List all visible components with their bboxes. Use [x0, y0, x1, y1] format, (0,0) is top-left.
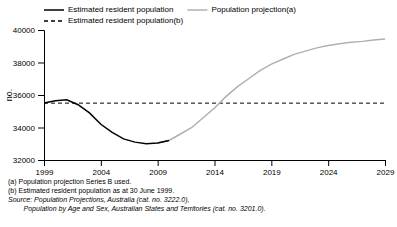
legend-item: Estimated resident population(b)	[44, 16, 184, 25]
x-tick-label: 2009	[149, 168, 167, 177]
legend: Estimated resident population Population …	[44, 5, 296, 25]
source-note: Source: Population Projections, Australi…	[8, 196, 190, 204]
y-tick: 38000	[13, 59, 44, 68]
legend-swatch	[44, 20, 64, 22]
y-tick-mark	[38, 160, 44, 161]
y-tick-label: 36000	[13, 91, 36, 100]
series-line	[158, 39, 385, 143]
series-line	[44, 100, 169, 144]
x-tick: 2014	[206, 160, 224, 177]
chart: 1999 2004 2009 2014 2019 2024 2029 32000 34000 36…	[0, 0, 397, 227]
y-tick: 36000	[13, 91, 44, 100]
x-tick-mark	[271, 160, 272, 166]
x-tick: 2009	[149, 160, 167, 177]
y-tick: 40000	[13, 26, 44, 35]
y-tick-label: 40000	[13, 26, 36, 35]
x-tick-mark	[328, 160, 329, 166]
x-tick: 2029	[377, 160, 395, 177]
y-tick-mark	[38, 95, 44, 96]
y-axis: 32000 34000 36000 38000 40000	[13, 26, 45, 165]
y-tick-mark	[38, 63, 44, 64]
y-axis-title: no.	[4, 89, 14, 102]
x-tick: 2019	[263, 160, 281, 177]
y-tick-label: 32000	[13, 156, 36, 165]
x-tick: 2004	[92, 160, 110, 177]
x-axis-line	[45, 161, 386, 167]
x-tick: 2024	[320, 160, 338, 177]
x-tick-label: 2014	[206, 168, 224, 177]
source-note: Population by Age and Sex, Australian St…	[8, 205, 266, 213]
y-tick: 34000	[13, 124, 44, 133]
plot-area	[44, 39, 385, 144]
footnote: (a) Population projection Series B used.	[8, 178, 131, 186]
x-tick-label: 2004	[92, 168, 110, 177]
legend-label: Estimated resident population(b)	[68, 16, 184, 25]
x-tick: 1999	[36, 160, 54, 177]
x-tick-mark	[385, 160, 386, 166]
x-axis: 1999 2004 2009 2014 2019 2024 2029	[36, 160, 395, 177]
footnote: (b) Estimated resident population as at …	[8, 187, 174, 195]
legend-swatch	[44, 9, 64, 11]
x-tick-mark	[101, 160, 102, 166]
x-tick-label: 2024	[320, 168, 338, 177]
y-tick-label: 38000	[13, 59, 36, 68]
y-tick-label: 34000	[13, 124, 36, 133]
legend-item: Estimated resident population	[44, 5, 173, 14]
x-tick-label: 2029	[377, 168, 395, 177]
legend-label: Estimated resident population	[68, 5, 173, 14]
legend-swatch	[187, 9, 207, 11]
legend-item: Population projection(a)	[187, 5, 296, 14]
y-tick-mark	[38, 128, 44, 129]
legend-label: Population projection(a)	[211, 5, 296, 14]
y-axis-line	[38, 31, 45, 161]
x-tick-mark	[158, 160, 159, 166]
x-tick-label: 1999	[36, 168, 54, 177]
x-tick-label: 2019	[263, 168, 281, 177]
reference-line	[44, 103, 385, 104]
y-tick-mark	[38, 30, 44, 31]
x-tick-mark	[215, 160, 216, 166]
y-tick: 32000	[13, 156, 44, 165]
